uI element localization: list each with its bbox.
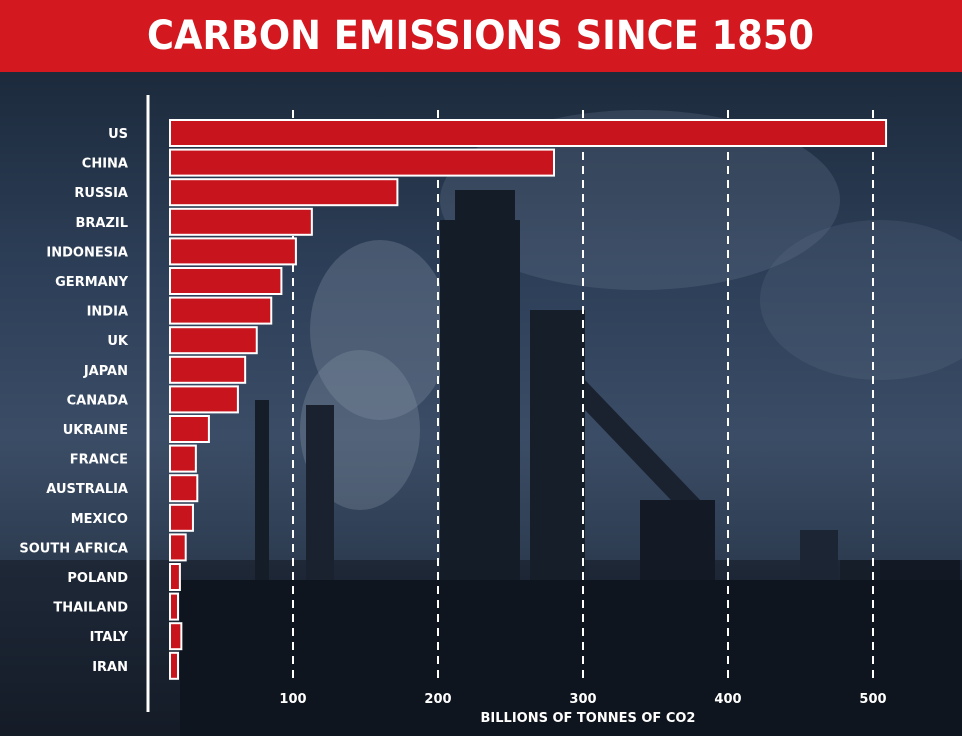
category-label: GERMANY xyxy=(55,275,128,290)
bar xyxy=(169,503,194,532)
bar xyxy=(169,651,179,680)
category-label: FRANCE xyxy=(70,453,128,468)
title-banner: CARBON EMISSIONS SINCE 1850 xyxy=(0,0,962,72)
bar xyxy=(169,563,181,591)
bar xyxy=(169,385,239,414)
category-label: BRAZIL xyxy=(75,216,128,231)
category-label: ITALY xyxy=(90,630,129,645)
category-label: RUSSIA xyxy=(74,186,128,201)
x-tick-label: 500 xyxy=(859,692,886,707)
category-label: POLAND xyxy=(67,571,128,586)
category-label: IRAN xyxy=(92,660,128,675)
x-tick-label: 300 xyxy=(569,692,596,707)
category-label: JAPAN xyxy=(83,364,128,379)
x-tick-label: 200 xyxy=(424,692,451,707)
bar xyxy=(169,178,399,207)
category-label: INDONESIA xyxy=(46,245,128,260)
category-label: MEXICO xyxy=(71,512,128,527)
bar xyxy=(169,415,210,443)
bar xyxy=(169,207,313,236)
category-label: THAILAND xyxy=(53,601,128,616)
category-label: INDIA xyxy=(87,305,128,320)
background-photo xyxy=(0,72,962,736)
bar xyxy=(169,326,258,355)
bar xyxy=(169,622,183,651)
bar xyxy=(169,296,273,325)
x-tick-label: 400 xyxy=(714,692,741,707)
bar xyxy=(169,592,179,621)
category-label: UKRAINE xyxy=(63,423,128,438)
bar xyxy=(169,474,199,503)
bar xyxy=(169,533,187,562)
bar xyxy=(169,119,888,147)
chart-title: CARBON EMISSIONS SINCE 1850 xyxy=(147,13,815,59)
bar xyxy=(169,444,197,473)
category-label: SOUTH AFRICA xyxy=(19,541,128,556)
category-label: CANADA xyxy=(67,393,128,408)
category-label: AUSTRALIA xyxy=(46,482,128,497)
bar xyxy=(169,267,283,295)
bar xyxy=(169,237,297,266)
bar xyxy=(169,355,247,384)
x-axis-title: BILLIONS OF TONNES OF CO2 xyxy=(481,711,696,726)
category-label: CHINA xyxy=(82,157,128,172)
x-tick-label: 100 xyxy=(279,692,306,707)
category-label: US xyxy=(108,127,128,142)
bar xyxy=(169,148,555,177)
category-label: UK xyxy=(107,334,129,349)
